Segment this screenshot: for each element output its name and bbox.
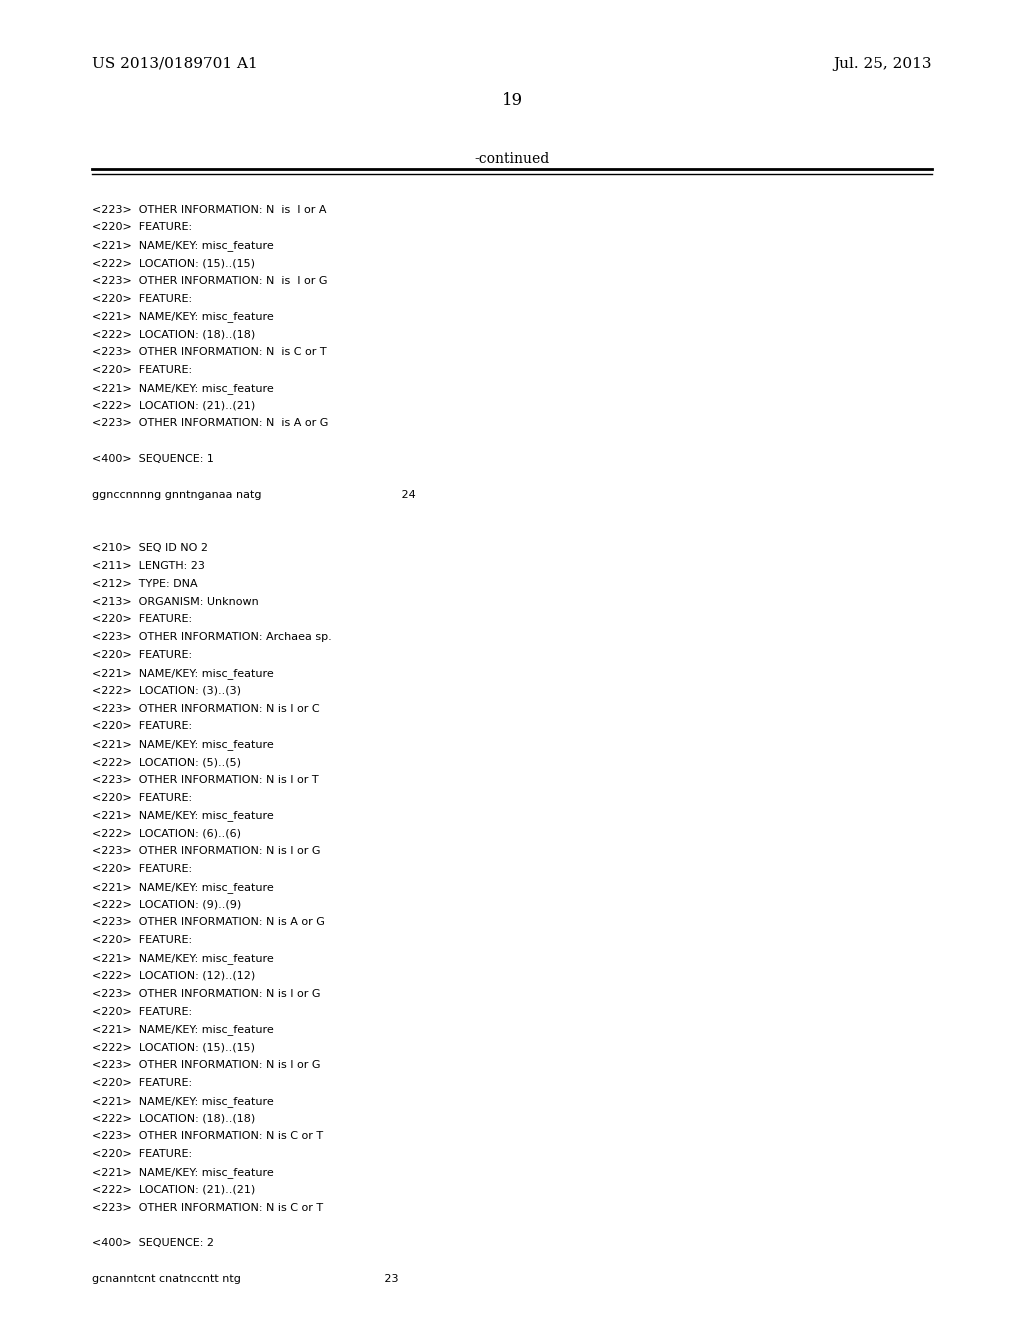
Text: <221>  NAME/KEY: misc_feature: <221> NAME/KEY: misc_feature: [92, 810, 273, 821]
Text: <222>  LOCATION: (12)..(12): <222> LOCATION: (12)..(12): [92, 972, 255, 981]
Text: <223>  OTHER INFORMATION: N  is C or T: <223> OTHER INFORMATION: N is C or T: [92, 347, 327, 358]
Text: <222>  LOCATION: (9)..(9): <222> LOCATION: (9)..(9): [92, 900, 242, 909]
Text: -continued: -continued: [474, 152, 550, 166]
Text: <221>  NAME/KEY: misc_feature: <221> NAME/KEY: misc_feature: [92, 383, 273, 393]
Text: <222>  LOCATION: (18)..(18): <222> LOCATION: (18)..(18): [92, 1114, 255, 1123]
Text: <220>  FEATURE:: <220> FEATURE:: [92, 615, 193, 624]
Text: <222>  LOCATION: (21)..(21): <222> LOCATION: (21)..(21): [92, 1185, 255, 1195]
Text: <223>  OTHER INFORMATION: N is I or T: <223> OTHER INFORMATION: N is I or T: [92, 775, 318, 785]
Text: <210>  SEQ ID NO 2: <210> SEQ ID NO 2: [92, 544, 208, 553]
Text: <222>  LOCATION: (6)..(6): <222> LOCATION: (6)..(6): [92, 829, 242, 838]
Text: <221>  NAME/KEY: misc_feature: <221> NAME/KEY: misc_feature: [92, 1167, 273, 1177]
Text: <222>  LOCATION: (5)..(5): <222> LOCATION: (5)..(5): [92, 758, 242, 767]
Text: <221>  NAME/KEY: misc_feature: <221> NAME/KEY: misc_feature: [92, 1024, 273, 1035]
Text: <223>  OTHER INFORMATION: N is A or G: <223> OTHER INFORMATION: N is A or G: [92, 917, 325, 928]
Text: <221>  NAME/KEY: misc_feature: <221> NAME/KEY: misc_feature: [92, 240, 273, 251]
Text: ggnccnnnng gnntnganaa natg                                        24: ggnccnnnng gnntnganaa natg 24: [92, 490, 416, 500]
Text: <223>  OTHER INFORMATION: N is C or T: <223> OTHER INFORMATION: N is C or T: [92, 1203, 324, 1213]
Text: <222>  LOCATION: (3)..(3): <222> LOCATION: (3)..(3): [92, 686, 242, 696]
Text: <223>  OTHER INFORMATION: N  is  I or G: <223> OTHER INFORMATION: N is I or G: [92, 276, 328, 286]
Text: <223>  OTHER INFORMATION: N is C or T: <223> OTHER INFORMATION: N is C or T: [92, 1131, 324, 1142]
Text: <220>  FEATURE:: <220> FEATURE:: [92, 1007, 193, 1016]
Text: <221>  NAME/KEY: misc_feature: <221> NAME/KEY: misc_feature: [92, 882, 273, 892]
Text: <222>  LOCATION: (18)..(18): <222> LOCATION: (18)..(18): [92, 330, 255, 339]
Text: gcnanntcnt cnatnccntt ntg                                         23: gcnanntcnt cnatnccntt ntg 23: [92, 1274, 398, 1284]
Text: <220>  FEATURE:: <220> FEATURE:: [92, 294, 193, 304]
Text: <400>  SEQUENCE: 1: <400> SEQUENCE: 1: [92, 454, 214, 465]
Text: <221>  NAME/KEY: misc_feature: <221> NAME/KEY: misc_feature: [92, 739, 273, 750]
Text: <211>  LENGTH: 23: <211> LENGTH: 23: [92, 561, 205, 572]
Text: <223>  OTHER INFORMATION: N is I or G: <223> OTHER INFORMATION: N is I or G: [92, 1060, 321, 1071]
Text: <220>  FEATURE:: <220> FEATURE:: [92, 792, 193, 803]
Text: <212>  TYPE: DNA: <212> TYPE: DNA: [92, 578, 198, 589]
Text: <220>  FEATURE:: <220> FEATURE:: [92, 651, 193, 660]
Text: <223>  OTHER INFORMATION: N  is A or G: <223> OTHER INFORMATION: N is A or G: [92, 418, 329, 429]
Text: <223>  OTHER INFORMATION: N is I or G: <223> OTHER INFORMATION: N is I or G: [92, 989, 321, 999]
Text: US 2013/0189701 A1: US 2013/0189701 A1: [92, 57, 258, 71]
Text: <223>  OTHER INFORMATION: Archaea sp.: <223> OTHER INFORMATION: Archaea sp.: [92, 632, 332, 643]
Text: <221>  NAME/KEY: misc_feature: <221> NAME/KEY: misc_feature: [92, 668, 273, 678]
Text: <220>  FEATURE:: <220> FEATURE:: [92, 1077, 193, 1088]
Text: <220>  FEATURE:: <220> FEATURE:: [92, 364, 193, 375]
Text: <223>  OTHER INFORMATION: N  is  I or A: <223> OTHER INFORMATION: N is I or A: [92, 205, 327, 215]
Text: <223>  OTHER INFORMATION: N is I or C: <223> OTHER INFORMATION: N is I or C: [92, 704, 319, 714]
Text: <220>  FEATURE:: <220> FEATURE:: [92, 935, 193, 945]
Text: <220>  FEATURE:: <220> FEATURE:: [92, 223, 193, 232]
Text: 19: 19: [502, 92, 522, 110]
Text: <221>  NAME/KEY: misc_feature: <221> NAME/KEY: misc_feature: [92, 312, 273, 322]
Text: <222>  LOCATION: (15)..(15): <222> LOCATION: (15)..(15): [92, 259, 255, 268]
Text: <221>  NAME/KEY: misc_feature: <221> NAME/KEY: misc_feature: [92, 953, 273, 964]
Text: <220>  FEATURE:: <220> FEATURE:: [92, 1148, 193, 1159]
Text: <220>  FEATURE:: <220> FEATURE:: [92, 722, 193, 731]
Text: <220>  FEATURE:: <220> FEATURE:: [92, 865, 193, 874]
Text: <222>  LOCATION: (21)..(21): <222> LOCATION: (21)..(21): [92, 401, 255, 411]
Text: <400>  SEQUENCE: 2: <400> SEQUENCE: 2: [92, 1238, 214, 1249]
Text: Jul. 25, 2013: Jul. 25, 2013: [834, 57, 932, 71]
Text: <223>  OTHER INFORMATION: N is I or G: <223> OTHER INFORMATION: N is I or G: [92, 846, 321, 857]
Text: <221>  NAME/KEY: misc_feature: <221> NAME/KEY: misc_feature: [92, 1096, 273, 1106]
Text: <213>  ORGANISM: Unknown: <213> ORGANISM: Unknown: [92, 597, 259, 607]
Text: <222>  LOCATION: (15)..(15): <222> LOCATION: (15)..(15): [92, 1043, 255, 1052]
